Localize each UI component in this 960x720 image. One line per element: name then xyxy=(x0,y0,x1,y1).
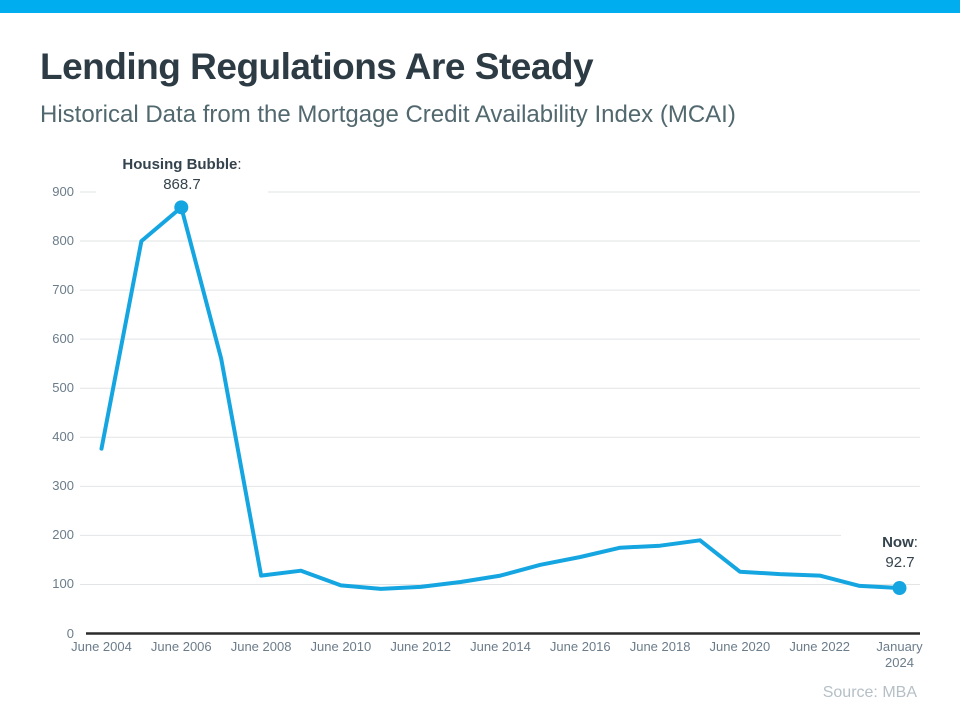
x-tick-label: June 2022 xyxy=(789,639,851,654)
x-tick-label: June 2014 xyxy=(470,639,531,654)
y-tick-label: 800 xyxy=(52,233,74,249)
y-tick-label: 600 xyxy=(52,331,74,347)
annotation-now: Now: 92.7 xyxy=(841,533,959,573)
x-tick-label: June 2008 xyxy=(230,639,292,654)
x-tick-label: June 2016 xyxy=(549,639,611,654)
page-subtitle: Historical Data from the Mortgage Credit… xyxy=(40,101,736,128)
y-tick-label: 200 xyxy=(52,527,74,543)
now-marker xyxy=(892,581,907,596)
annotation-now-value: 92.7 xyxy=(885,554,915,571)
y-tick-label: 0 xyxy=(66,625,74,641)
mcai-line xyxy=(99,205,902,591)
housing-bubble-marker xyxy=(174,200,189,215)
y-tick-label: 900 xyxy=(52,184,74,199)
x-tick-label: January 2024 xyxy=(876,639,923,670)
x-tick-label: June 2020 xyxy=(709,639,771,654)
page-title: Lending Regulations Are Steady xyxy=(40,46,594,87)
y-tick-label: 300 xyxy=(52,478,74,494)
x-tick-label: June 2010 xyxy=(310,639,372,654)
annotation-housing-bubble-label: Housing Bubble: xyxy=(122,156,242,173)
annotation-housing-bubble-value: 868.7 xyxy=(163,176,201,193)
x-tick-label: June 2018 xyxy=(629,639,691,654)
annotation-now-label: Now: xyxy=(882,534,918,551)
y-tick-label: 400 xyxy=(52,429,74,445)
y-tick-label: 700 xyxy=(52,282,74,298)
y-tick-label: 100 xyxy=(52,576,74,592)
source-credit: Source: MBA xyxy=(822,684,917,701)
x-tick-label: June 2006 xyxy=(150,639,212,654)
annotation-housing-bubble: Housing Bubble: 868.7 xyxy=(96,155,268,195)
x-tick-label: June 2012 xyxy=(390,639,452,654)
x-tick-label: June 2004 xyxy=(71,639,132,654)
top-accent-bar xyxy=(0,0,960,13)
y-tick-label: 500 xyxy=(52,380,74,396)
